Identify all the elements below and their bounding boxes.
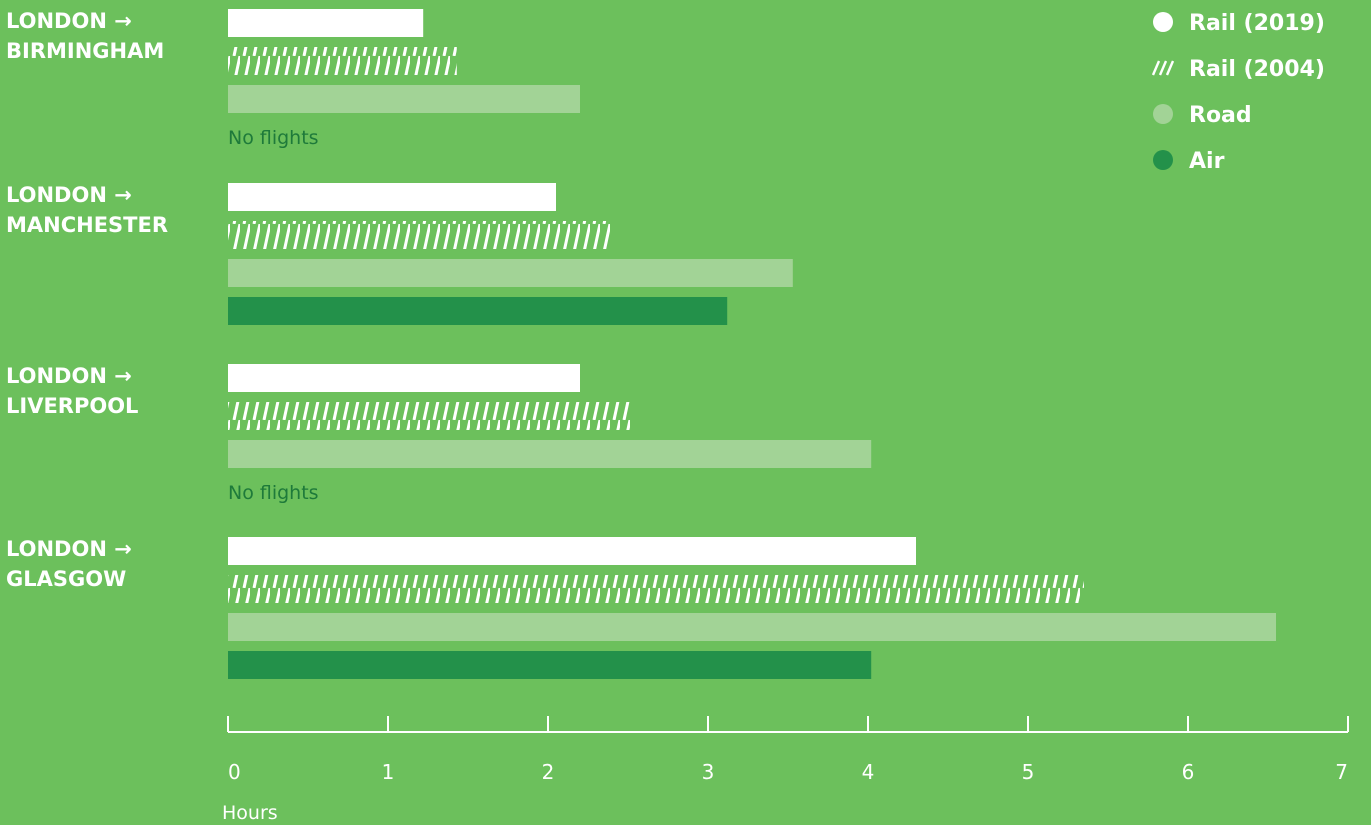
bar-rail-2019 (228, 537, 916, 565)
route-label-line1: LONDON → (6, 9, 132, 33)
x-tick-label: 7 (1335, 760, 1348, 784)
route-group: LONDON → BIRMINGHAM No flights (6, 9, 580, 149)
legend-item: Air (1153, 149, 1225, 174)
legend-swatch (1153, 150, 1173, 170)
legend-swatch (1153, 12, 1173, 32)
legend: Rail (2019) Rail (2004) Road Air (1151, 11, 1325, 174)
route-label-line1: LONDON → (6, 364, 132, 388)
x-tick-label: 4 (862, 760, 875, 784)
legend-item: Road (1153, 103, 1252, 128)
route-label-line2: GLASGOW (6, 567, 126, 591)
legend-swatch-hatched (1151, 60, 1175, 76)
bar-groups: LONDON → BIRMINGHAM No flights LONDON → MANC… (6, 9, 1276, 679)
route-label-line2: LIVERPOOL (6, 394, 138, 418)
x-tick-label: 1 (382, 760, 395, 784)
legend-label: Road (1189, 103, 1252, 128)
x-tick-label: 5 (1022, 760, 1035, 784)
legend-swatch (1153, 104, 1173, 124)
bar-road (228, 613, 1276, 641)
bar-rail-2019 (228, 9, 424, 37)
route-group: LONDON → MANCHESTER (6, 183, 793, 325)
x-tick-label: 0 (228, 760, 241, 784)
bar-road (228, 259, 793, 287)
bar-air (228, 651, 872, 679)
x-tick-label: 3 (702, 760, 715, 784)
no-flights-label: No flights (228, 482, 319, 504)
bar-rail-2004 (228, 221, 612, 249)
x-axis: 0 1 2 3 4 5 6 7 Hours (222, 716, 1349, 824)
no-flights-label: No flights (228, 127, 319, 149)
route-label-line2: BIRMINGHAM (6, 39, 164, 63)
route-label-line1: LONDON → (6, 537, 132, 561)
bar-rail-2004 (228, 402, 632, 430)
bar-air (228, 297, 728, 325)
x-tick-label: 2 (542, 760, 555, 784)
bar-rail-2004 (228, 47, 457, 75)
bar-road (228, 85, 580, 113)
route-group: LONDON → LIVERPOOL No flights (6, 364, 872, 504)
legend-label: Rail (2019) (1189, 11, 1325, 36)
bar-rail-2019 (228, 183, 556, 211)
legend-item: Rail (2019) (1153, 11, 1325, 36)
route-label-line1: LONDON → (6, 183, 132, 207)
legend-label: Air (1189, 149, 1225, 174)
route-label-line2: MANCHESTER (6, 213, 168, 237)
bar-road (228, 440, 872, 468)
legend-item: Rail (2004) (1151, 57, 1325, 82)
route-group: LONDON → GLASGOW (6, 537, 1276, 679)
legend-label: Rail (2004) (1189, 57, 1325, 82)
x-tick-label: 6 (1182, 760, 1195, 784)
x-axis-title: Hours (222, 802, 278, 824)
bar-rail-2019 (228, 364, 580, 392)
bar-rail-2004 (228, 575, 1084, 603)
